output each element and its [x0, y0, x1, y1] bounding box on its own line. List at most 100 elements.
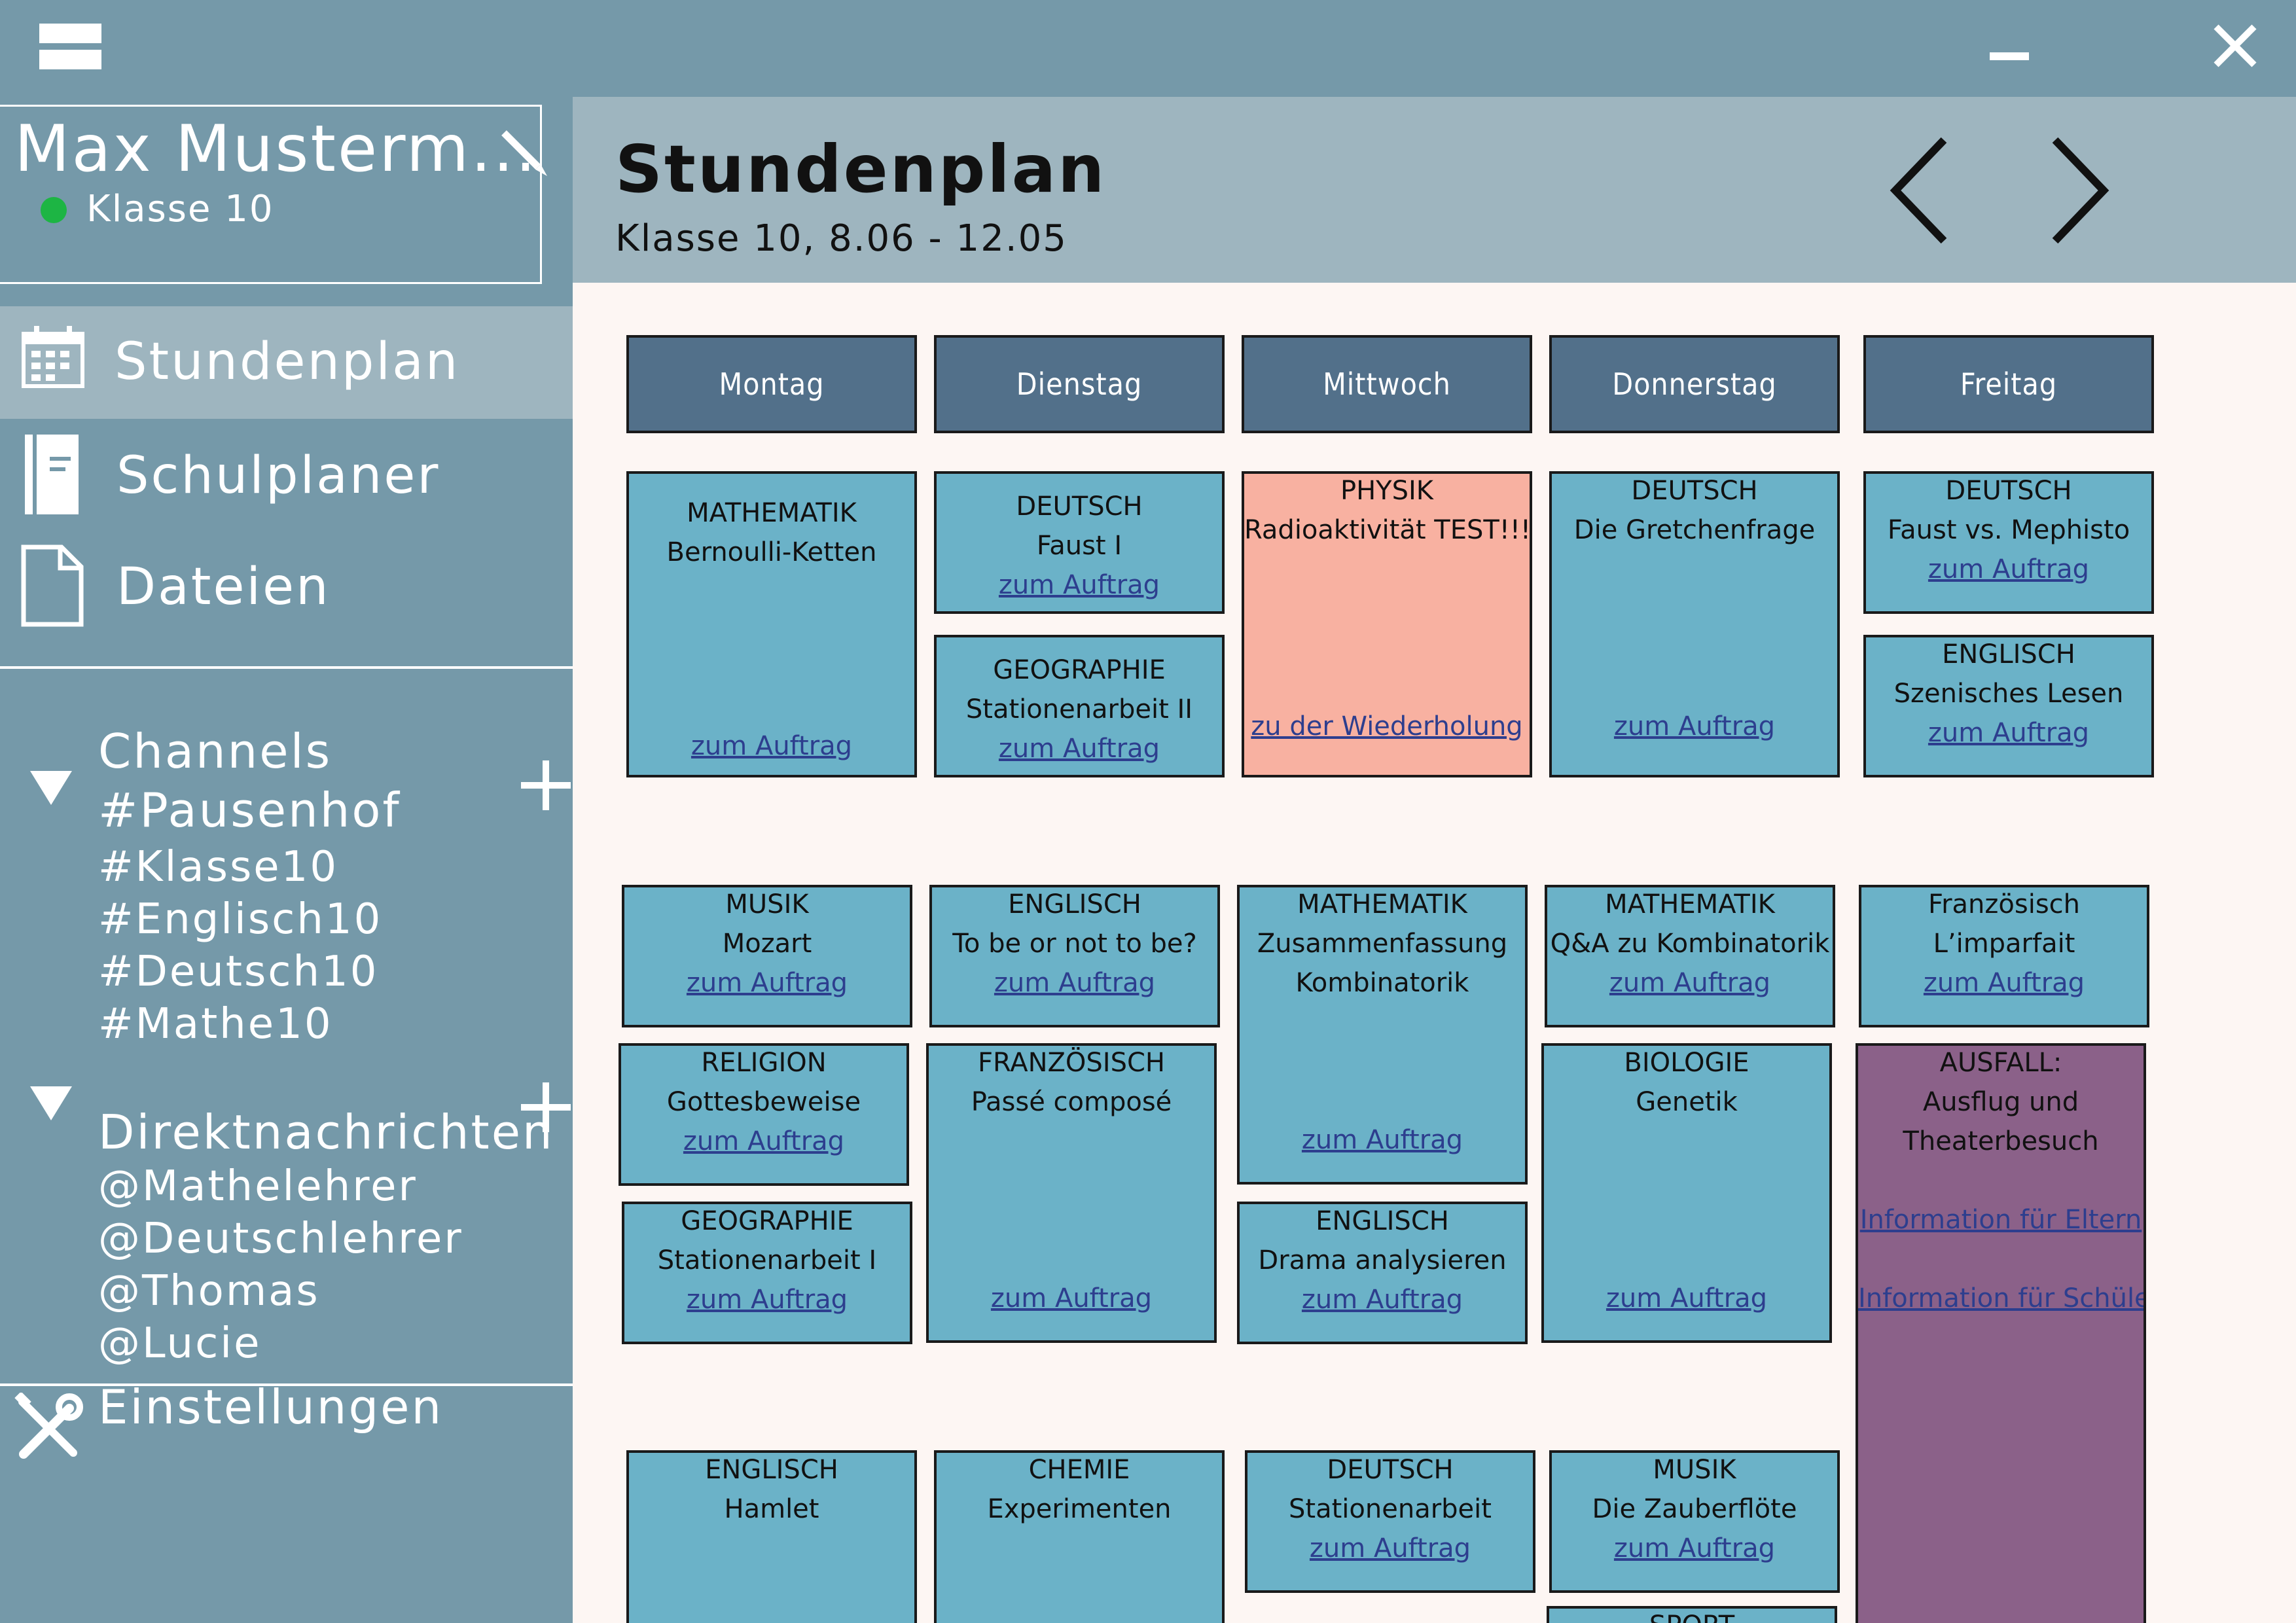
channel-item-pausenhof[interactable]: #Pausenhof	[98, 783, 401, 838]
file-icon	[21, 544, 84, 627]
lesson-card-cancelled[interactable]: AUSFALL: Ausflug und Theaterbesuch Infor…	[1856, 1043, 2146, 1623]
lesson-link[interactable]: zu der Wiederholung	[1251, 711, 1523, 741]
minimize-icon[interactable]	[1990, 52, 2029, 60]
lesson-subject: GEOGRAPHIE	[681, 1206, 853, 1236]
nav-dateien[interactable]: Dateien	[0, 531, 573, 644]
channel-item-englisch10[interactable]: #Englisch10	[98, 895, 383, 944]
lesson-topic: Genetik	[1636, 1087, 1738, 1117]
lesson-subject: GEOGRAPHIE	[993, 655, 1166, 685]
lesson-card[interactable]: ENGLISCH Drama analysieren zum Auftrag	[1237, 1202, 1528, 1344]
lesson-card[interactable]: Französisch L’imparfait zum Auftrag	[1859, 885, 2149, 1027]
lesson-card[interactable]: GEOGRAPHIE Stationenarbeit I zum Auftrag	[622, 1202, 912, 1344]
lesson-link[interactable]: zum Auftrag	[1301, 1125, 1463, 1155]
channel-item-deutsch10[interactable]: #Deutsch10	[98, 948, 379, 996]
lesson-link[interactable]: zum Auftrag	[686, 1285, 848, 1315]
nav-schulplaner[interactable]: Schulplaner	[0, 419, 573, 531]
lesson-subject: DEUTSCH	[1016, 491, 1143, 522]
lesson-link[interactable]: zum Auftrag	[1309, 1533, 1471, 1563]
lesson-card-exam[interactable]: PHYSIK Radioaktivität TEST!!! zu der Wie…	[1242, 471, 1532, 777]
dm-item-mathelehrer[interactable]: @Mathelehrer	[98, 1162, 418, 1211]
nav-label-stundenplan: Stundenplan	[115, 332, 460, 391]
timetable: Montag Dienstag Mittwoch Donnerstag Frei…	[573, 283, 2296, 1623]
lesson-subject: AUSFALL:	[1939, 1048, 2062, 1078]
lesson-card[interactable]: DEUTSCH Stationenarbeit zum Auftrag	[1245, 1450, 1535, 1593]
lesson-card[interactable]: SPORT	[1547, 1606, 1837, 1623]
lesson-card[interactable]: BIOLOGIE Genetik zum Auftrag	[1541, 1043, 1832, 1343]
lesson-card[interactable]: FRANZÖSISCH Passé composé zum Auftrag	[926, 1043, 1217, 1343]
lesson-subject: MUSIK	[725, 889, 809, 919]
lesson-link[interactable]: zum Auftrag	[990, 1283, 1153, 1313]
lesson-card[interactable]: DEUTSCH Faust vs. Mephisto zum Auftrag	[1863, 471, 2154, 614]
lesson-topic-line2: Theaterbesuch	[1903, 1126, 2099, 1156]
online-status-dot	[41, 197, 67, 223]
pencil-icon[interactable]	[497, 126, 550, 179]
lesson-subject: CHEMIE	[1028, 1455, 1130, 1485]
lesson-card[interactable]: DEUTSCH Faust I zum Auftrag	[934, 471, 1225, 614]
channel-item-mathe10[interactable]: #Mathe10	[98, 1000, 333, 1048]
lesson-link[interactable]: zum Auftrag	[994, 968, 1156, 998]
lesson-card[interactable]: MATHEMATIK Zusammenfassung Kombinatorik …	[1237, 885, 1528, 1185]
lesson-link[interactable]: zum Auftrag	[1301, 1285, 1463, 1315]
lesson-link[interactable]: zum Auftrag	[998, 734, 1160, 764]
add-dm-plus-icon[interactable]	[521, 1082, 571, 1132]
lesson-card[interactable]: MUSIK Die Zauberflöte zum Auftrag	[1549, 1450, 1840, 1593]
close-icon[interactable]	[2212, 23, 2258, 69]
notebook-icon	[25, 435, 79, 514]
lesson-topic: Experimenten	[987, 1494, 1172, 1524]
lesson-card[interactable]: GEOGRAPHIE Stationenarbeit II zum Auftra…	[934, 635, 1225, 777]
lesson-card[interactable]: MUSIK Mozart zum Auftrag	[622, 885, 912, 1027]
chevron-left-icon[interactable]	[1885, 135, 1957, 246]
dm-item-thomas[interactable]: @Thomas	[98, 1267, 320, 1315]
calendar-icon	[22, 326, 84, 388]
lesson-link[interactable]: zum Auftrag	[691, 731, 853, 761]
add-channel-plus-icon[interactable]	[521, 760, 571, 810]
channel-item-klasse10[interactable]: #Klasse10	[98, 843, 339, 891]
chevron-right-icon[interactable]	[2042, 135, 2114, 246]
lesson-subject: MATHEMATIK	[1297, 889, 1467, 919]
nav-label-dateien: Dateien	[117, 558, 331, 616]
profile-class: Klasse 10	[86, 188, 274, 230]
lesson-subject: FRANZÖSISCH	[978, 1048, 1165, 1078]
lesson-subject: ENGLISCH	[1316, 1206, 1449, 1236]
lesson-link[interactable]: zum Auftrag	[1609, 968, 1771, 998]
page-header: Stundenplan Klasse 10, 8.06 - 12.05	[573, 97, 2296, 283]
lesson-link[interactable]: zum Auftrag	[1923, 968, 2085, 998]
profile-card[interactable]: Max Musterm... Klasse 10	[0, 105, 547, 284]
lesson-link[interactable]: zum Auftrag	[1605, 1283, 1768, 1313]
lesson-subject: SPORT	[1549, 1609, 1835, 1623]
lesson-link[interactable]: zum Auftrag	[1928, 554, 2090, 584]
lesson-topic: Bernoulli-Ketten	[666, 537, 877, 567]
lesson-subject: ENGLISCH	[1942, 639, 2075, 669]
lesson-card[interactable]: RELIGION Gottesbeweise zum Auftrag	[619, 1043, 909, 1186]
dm-item-deutschlehrer[interactable]: @Deutschlehrer	[98, 1215, 463, 1263]
nav-einstellungen[interactable]: Einstellungen	[0, 1380, 573, 1459]
lesson-subject: RELIGION	[701, 1048, 827, 1078]
lesson-topic: Stationenarbeit II	[965, 694, 1193, 724]
collapse-dms-triangle-icon[interactable]	[30, 1086, 72, 1120]
sidebar: Max Musterm... Klasse 10 Stundenplan	[0, 97, 573, 1623]
lesson-card[interactable]: ENGLISCH To be or not to be? zum Auftrag	[929, 885, 1220, 1027]
collapse-channels-triangle-icon[interactable]	[30, 771, 72, 805]
lesson-link[interactable]: zum Auftrag	[998, 570, 1160, 600]
lesson-topic: Drama analysieren	[1258, 1245, 1507, 1275]
dm-item-lucie[interactable]: @Lucie	[98, 1319, 262, 1368]
lesson-card[interactable]: ENGLISCH Szenisches Lesen zum Auftrag	[1863, 635, 2154, 777]
lesson-link[interactable]: zum Auftrag	[1613, 711, 1776, 741]
lesson-card[interactable]: MATHEMATIK Bernoulli-Ketten zum Auftrag	[626, 471, 917, 777]
day-header-dienstag: Dienstag	[934, 335, 1225, 433]
info-students-link[interactable]: Information für Schüler	[1858, 1283, 2146, 1313]
nav-stundenplan[interactable]: Stundenplan	[0, 306, 573, 419]
info-parents-link[interactable]: Information für Eltern	[1859, 1205, 2142, 1235]
lesson-topic: Passé composé	[971, 1087, 1172, 1117]
hamburger-icon[interactable]	[39, 24, 101, 73]
lesson-link[interactable]: zum Auftrag	[1613, 1533, 1776, 1563]
lesson-card[interactable]: CHEMIE Experimenten	[934, 1450, 1225, 1623]
lesson-link[interactable]: zum Auftrag	[683, 1126, 845, 1156]
lesson-topic: Hamlet	[724, 1494, 819, 1524]
lesson-link[interactable]: zum Auftrag	[1928, 718, 2090, 748]
lesson-card[interactable]: ENGLISCH Hamlet	[626, 1450, 917, 1623]
wrench-screwdriver-icon	[14, 1393, 83, 1459]
lesson-card[interactable]: MATHEMATIK Q&A zu Kombinatorik zum Auftr…	[1545, 885, 1835, 1027]
lesson-card[interactable]: DEUTSCH Die Gretchenfrage zum Auftrag	[1549, 471, 1840, 777]
lesson-link[interactable]: zum Auftrag	[686, 968, 848, 998]
